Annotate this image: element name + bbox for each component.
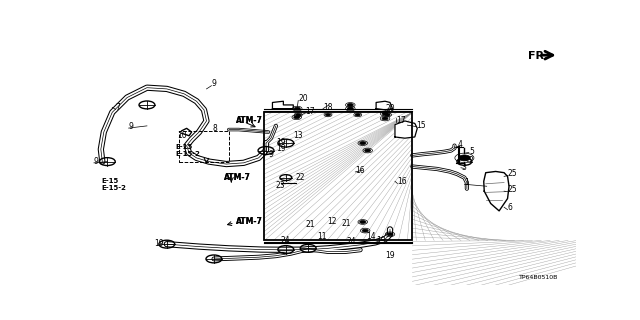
Circle shape <box>382 112 388 115</box>
Text: TP64B0510B: TP64B0510B <box>519 276 559 280</box>
Text: 21: 21 <box>306 220 315 229</box>
Text: 19: 19 <box>376 236 386 245</box>
Text: 17: 17 <box>396 116 406 125</box>
Text: ATM-7: ATM-7 <box>224 173 251 182</box>
Text: 16: 16 <box>355 166 365 175</box>
Circle shape <box>387 233 393 236</box>
Text: 25: 25 <box>508 185 517 195</box>
Text: 24: 24 <box>347 237 356 246</box>
Text: 19: 19 <box>385 251 395 260</box>
Text: 9: 9 <box>211 79 216 89</box>
Circle shape <box>294 107 300 110</box>
Text: 6: 6 <box>508 204 513 212</box>
Text: 10: 10 <box>177 131 186 140</box>
Text: 18: 18 <box>323 103 333 112</box>
Text: 20: 20 <box>298 94 308 103</box>
Text: 12: 12 <box>327 217 337 226</box>
Circle shape <box>296 114 301 116</box>
Polygon shape <box>376 101 392 110</box>
Text: ATM-7: ATM-7 <box>236 218 263 227</box>
Text: 16: 16 <box>397 177 407 186</box>
Polygon shape <box>484 172 509 211</box>
Text: 21: 21 <box>342 219 351 228</box>
Text: 11: 11 <box>317 231 326 241</box>
Text: 19: 19 <box>276 138 285 147</box>
Circle shape <box>348 107 353 110</box>
Text: ATM-7: ATM-7 <box>224 173 251 182</box>
Text: 9: 9 <box>94 157 99 166</box>
Text: 20: 20 <box>385 104 395 113</box>
Text: 19: 19 <box>276 144 285 153</box>
Circle shape <box>294 116 300 119</box>
Circle shape <box>326 114 330 116</box>
Polygon shape <box>395 121 417 138</box>
Text: 13: 13 <box>293 131 303 140</box>
Text: 3: 3 <box>461 163 466 172</box>
Bar <box>264 112 412 240</box>
Text: 5: 5 <box>469 147 474 156</box>
Text: 14: 14 <box>367 232 376 241</box>
Text: 17: 17 <box>306 107 316 116</box>
Bar <box>179 131 229 162</box>
Text: ATM-7: ATM-7 <box>236 116 263 125</box>
Circle shape <box>458 155 470 161</box>
Circle shape <box>382 117 388 120</box>
Text: 23: 23 <box>276 180 285 189</box>
Text: 8: 8 <box>213 124 218 133</box>
Text: FR.: FR. <box>529 51 549 61</box>
Text: ATM-7: ATM-7 <box>236 218 263 227</box>
Text: E-15
E-15-2: E-15 E-15-2 <box>176 144 200 157</box>
Circle shape <box>385 114 390 116</box>
Polygon shape <box>273 101 293 108</box>
Text: 7: 7 <box>116 103 120 112</box>
Text: 9: 9 <box>129 122 134 131</box>
Text: 24: 24 <box>281 236 291 245</box>
Circle shape <box>355 114 360 116</box>
Text: 1: 1 <box>465 178 469 187</box>
Circle shape <box>348 103 353 107</box>
Text: 9: 9 <box>269 150 273 159</box>
Text: 19: 19 <box>154 239 164 248</box>
Text: 2: 2 <box>469 156 474 165</box>
Text: 4: 4 <box>458 140 463 149</box>
Text: 25: 25 <box>508 169 517 179</box>
Circle shape <box>362 229 368 232</box>
Circle shape <box>365 149 371 152</box>
Text: ATM-7: ATM-7 <box>236 116 263 125</box>
Text: 22: 22 <box>296 173 305 182</box>
Circle shape <box>360 142 365 145</box>
Text: E-15
E-15-2: E-15 E-15-2 <box>101 178 126 191</box>
Circle shape <box>360 220 365 223</box>
Text: 15: 15 <box>416 121 426 130</box>
